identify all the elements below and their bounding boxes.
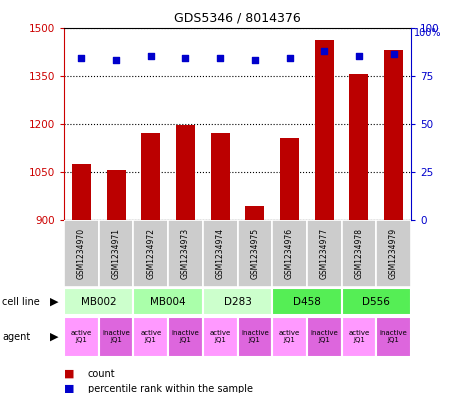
Text: GSM1234973: GSM1234973 (181, 228, 190, 279)
Text: inactive
JQ1: inactive JQ1 (171, 331, 200, 343)
Text: active
JQ1: active JQ1 (348, 331, 370, 343)
Text: GSM1234974: GSM1234974 (216, 228, 225, 279)
Text: active
JQ1: active JQ1 (209, 331, 231, 343)
Point (78, 55, 86, 61)
Text: GSM1234970: GSM1234970 (77, 228, 86, 279)
Text: 100%: 100% (414, 28, 442, 37)
Text: active
JQ1: active JQ1 (140, 331, 162, 343)
Bar (384, 50, 403, 220)
Text: MB002: MB002 (81, 297, 117, 307)
Bar (376, 220, 411, 287)
Point (390, 51, 397, 58)
Bar (307, 317, 342, 357)
Text: D458: D458 (293, 297, 321, 307)
Bar (176, 125, 195, 220)
Bar (99, 220, 133, 287)
Bar (64, 220, 99, 287)
Point (113, 57, 120, 63)
Point (251, 57, 259, 63)
Point (147, 53, 155, 59)
Bar (203, 317, 238, 357)
Bar (238, 220, 272, 287)
Bar (203, 220, 238, 287)
Text: D556: D556 (362, 297, 390, 307)
Bar (210, 133, 230, 220)
Bar (238, 317, 272, 357)
Point (320, 48, 328, 54)
Text: GSM1234979: GSM1234979 (389, 228, 398, 279)
Text: GSM1234978: GSM1234978 (354, 228, 363, 279)
Bar (133, 317, 168, 357)
Text: GSM1234972: GSM1234972 (146, 228, 155, 279)
Text: GSM1234971: GSM1234971 (112, 228, 121, 279)
Bar (245, 206, 265, 220)
Text: inactive
JQ1: inactive JQ1 (102, 331, 130, 343)
Bar (168, 220, 203, 287)
Text: percentile rank within the sample: percentile rank within the sample (88, 384, 253, 393)
Point (286, 55, 294, 61)
Point (217, 55, 224, 61)
Text: ■: ■ (64, 384, 75, 393)
Bar (342, 288, 411, 315)
Bar (280, 138, 299, 220)
Bar (272, 220, 307, 287)
Text: GSM1234977: GSM1234977 (320, 228, 329, 279)
Bar (376, 317, 411, 357)
Bar (168, 317, 203, 357)
Bar (133, 220, 168, 287)
Text: D283: D283 (224, 297, 251, 307)
Bar (203, 288, 272, 315)
Bar (349, 74, 369, 220)
Text: active
JQ1: active JQ1 (279, 331, 300, 343)
Bar (64, 288, 133, 315)
Text: ▶: ▶ (50, 332, 59, 342)
Bar (72, 164, 91, 220)
Text: active
JQ1: active JQ1 (71, 331, 92, 343)
Text: inactive
JQ1: inactive JQ1 (310, 331, 338, 343)
Text: inactive
JQ1: inactive JQ1 (380, 331, 408, 343)
Bar (64, 317, 99, 357)
Text: cell line: cell line (2, 297, 40, 307)
Text: count: count (88, 369, 115, 379)
Bar (141, 133, 161, 220)
Bar (314, 40, 334, 220)
Bar (272, 317, 307, 357)
Bar (99, 317, 133, 357)
Bar (342, 317, 376, 357)
Text: MB004: MB004 (151, 297, 186, 307)
Text: ▶: ▶ (50, 297, 59, 307)
Bar (106, 170, 126, 220)
Point (355, 53, 363, 59)
Bar (342, 220, 376, 287)
Text: inactive
JQ1: inactive JQ1 (241, 331, 269, 343)
Text: GSM1234975: GSM1234975 (250, 228, 259, 279)
Text: GSM1234976: GSM1234976 (285, 228, 294, 279)
Text: agent: agent (2, 332, 30, 342)
Bar (133, 288, 203, 315)
Text: GDS5346 / 8014376: GDS5346 / 8014376 (174, 12, 301, 25)
Point (181, 55, 189, 61)
Bar (272, 288, 342, 315)
Text: ■: ■ (64, 369, 75, 379)
Bar (307, 220, 342, 287)
